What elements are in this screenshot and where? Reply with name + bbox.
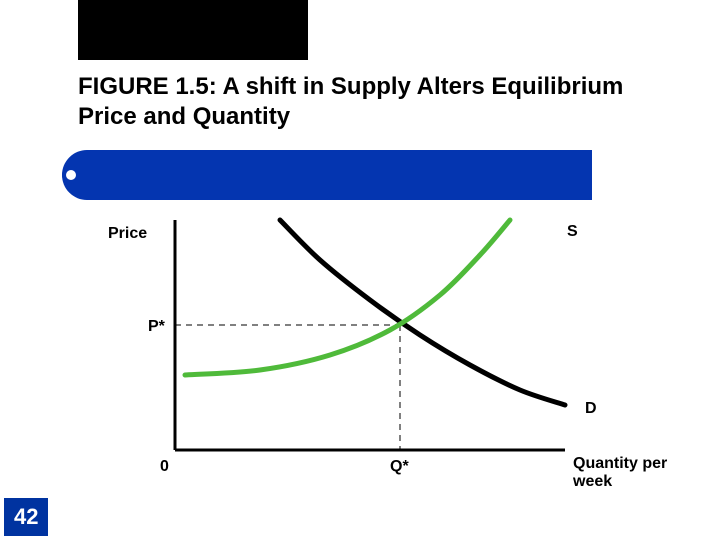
origin-label: 0 — [160, 458, 169, 476]
supply-curve — [185, 220, 510, 375]
q-star-label: Q* — [390, 458, 409, 476]
page-number: 42 — [4, 498, 48, 536]
x-axis-label: Quantity per week — [573, 455, 693, 491]
supply-label: S — [567, 223, 578, 241]
p-star-label: P* — [148, 318, 165, 336]
y-axis-label: Price — [108, 225, 147, 243]
demand-label: D — [585, 400, 597, 418]
demand-curve — [280, 220, 565, 405]
